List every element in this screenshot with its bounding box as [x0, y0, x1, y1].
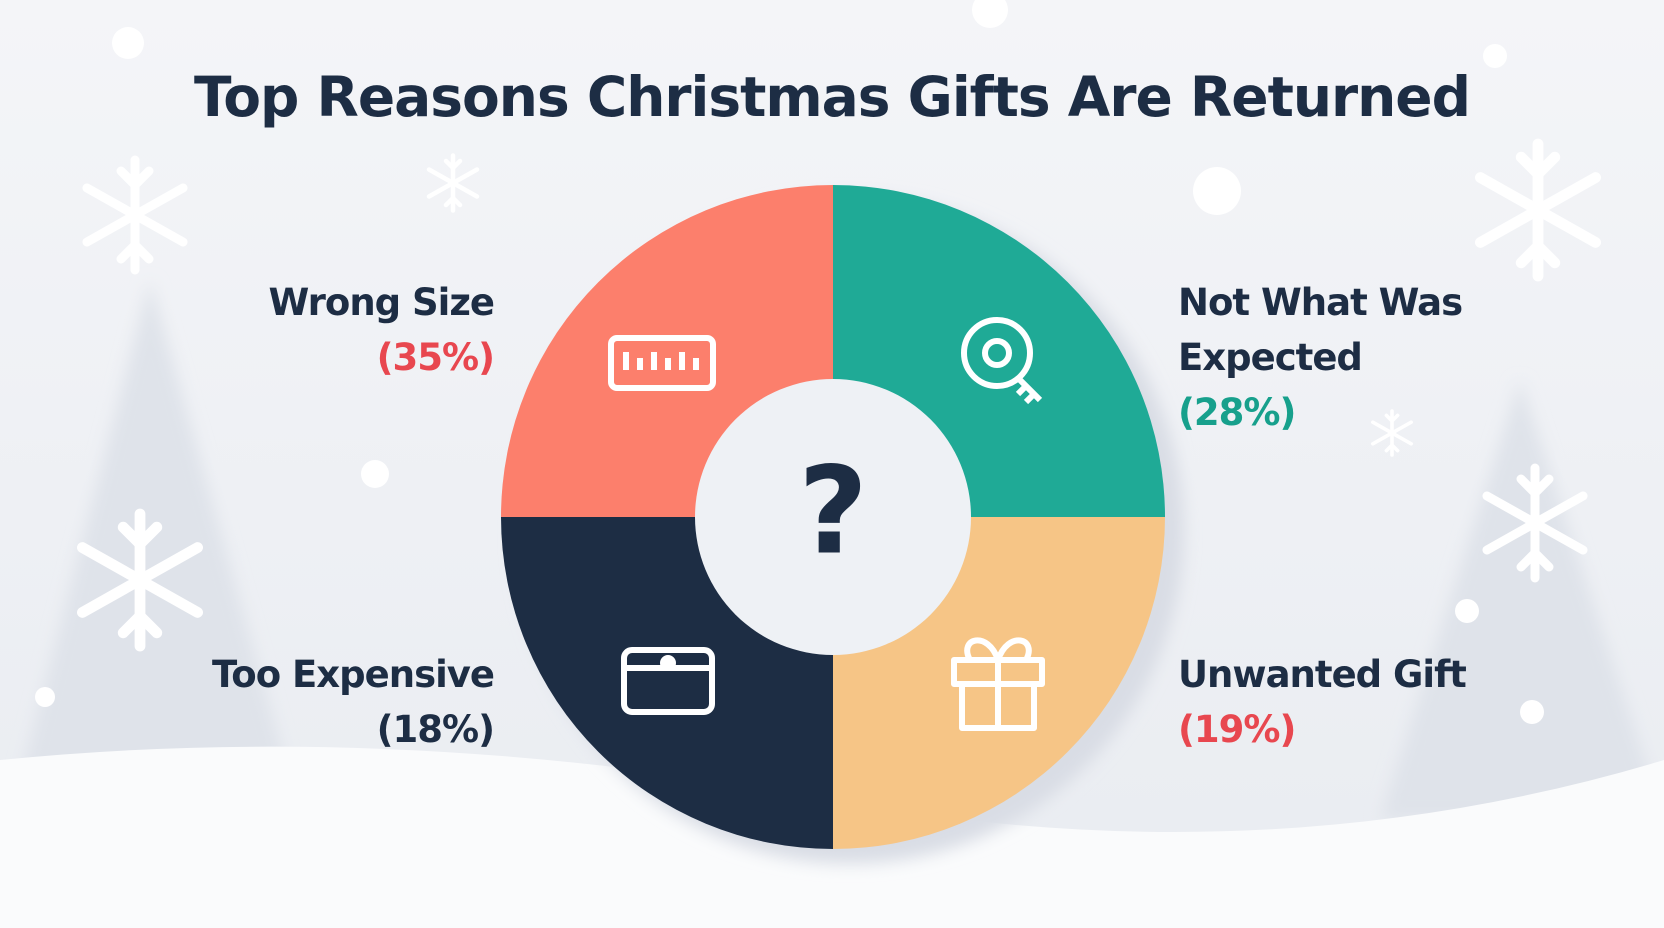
icons: [608, 317, 1045, 731]
value-label: (19%): [1178, 708, 1296, 751]
chart-title: Top Reasons Christmas Gifts Are Returned: [194, 65, 1470, 129]
category-label: Unwanted Gift: [1178, 653, 1467, 696]
donut-hole: [695, 379, 971, 655]
label-wrong-size: Wrong Size (35%): [174, 275, 496, 385]
label-unwanted: Unwanted Gift (19%): [1178, 647, 1538, 757]
category-label: Not What Was Expected: [1178, 281, 1463, 379]
value-label: (35%): [376, 336, 495, 379]
label-too-expensive: Too Expensive (18%): [134, 647, 495, 757]
value-label: (18%): [376, 708, 495, 751]
category-label: Too Expensive: [211, 653, 495, 696]
center-label: ?: [798, 443, 868, 582]
label-not-expected: Not What Was Expected (28%): [1178, 275, 1478, 440]
value-label: (28%): [1178, 391, 1296, 434]
category-label: Wrong Size: [268, 281, 496, 324]
